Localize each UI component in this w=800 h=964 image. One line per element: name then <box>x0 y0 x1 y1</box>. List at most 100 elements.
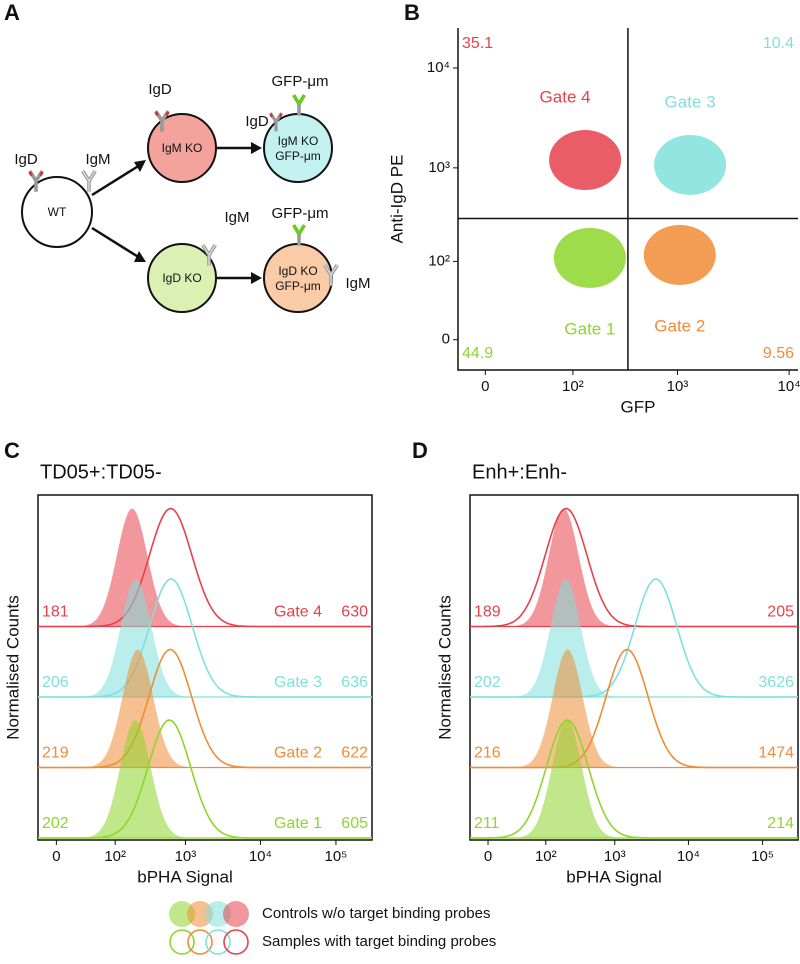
node-label: IgD KO <box>162 271 201 285</box>
x-tick-label: 10⁵ <box>751 848 774 865</box>
y-tick-label: 10⁴ <box>427 59 450 76</box>
antibody <box>291 223 307 246</box>
x-tick-label: 10³ <box>175 848 197 865</box>
control-histogram <box>38 579 372 697</box>
x-axis-label: GFP <box>621 397 656 416</box>
sample-median-label: 630 <box>341 604 368 621</box>
x-tick-label: 0 <box>484 848 492 865</box>
diagram: WT IgM KO IgM KO GFP-μm IgD KO IgD KO GF… <box>14 73 371 313</box>
gate-label: Gate 3 <box>665 92 716 111</box>
control-median-label: 219 <box>42 745 69 762</box>
legend-swatch <box>205 929 231 955</box>
chart-title: Enh+:Enh- <box>472 461 567 483</box>
antibody-label: IgM <box>85 151 110 168</box>
node-label: IgM KO <box>278 134 319 148</box>
antibody-label: IgM <box>224 209 249 226</box>
control-median-label: 206 <box>42 674 69 691</box>
node <box>147 113 217 183</box>
antibody <box>291 93 307 116</box>
panel-label: B <box>404 0 420 25</box>
control-histogram <box>470 720 798 838</box>
control-histogram <box>38 508 372 627</box>
x-axis-label: bPHA Signal <box>566 867 661 886</box>
sample-median-label: 636 <box>341 674 368 691</box>
antibody-label: GFP-μm <box>272 73 329 90</box>
y-axis-label: Normalised Counts <box>435 595 454 740</box>
node-label: GFP-μm <box>275 279 321 293</box>
antibody-label: IgD <box>14 151 38 168</box>
x-tick-label: 10⁴ <box>677 848 700 865</box>
gate-percent: 10.4 <box>763 35 794 52</box>
y-axis-label: Normalised Counts <box>3 595 22 740</box>
control-histogram <box>470 649 798 768</box>
gate-percent: 9.56 <box>763 345 794 362</box>
legend-swatch <box>205 901 231 927</box>
legend-label: Controls w/o target binding probes <box>262 905 490 922</box>
gate-label: Gate 2 <box>274 745 322 762</box>
sample-median-label: 1474 <box>758 745 794 762</box>
control-histogram <box>470 579 798 697</box>
panel-label: D <box>412 438 428 463</box>
antibody-label: IgM <box>345 275 370 292</box>
antibody-label: IgD <box>148 81 172 98</box>
control-median-label: 189 <box>474 604 501 621</box>
gate-percent: 35.1 <box>462 35 493 52</box>
legend-label: Samples with target binding probes <box>262 933 496 950</box>
population <box>654 134 727 195</box>
gate-label: Gate 4 <box>540 88 591 107</box>
sample-median-label: 214 <box>767 815 794 832</box>
x-tick-label: 10⁴ <box>249 848 272 865</box>
node-label: WT <box>48 205 67 219</box>
x-tick-label: 0 <box>481 378 489 395</box>
antibody <box>80 169 98 192</box>
sample-histogram <box>470 719 798 839</box>
y-axis-label: Anti-IgD PE <box>387 155 406 244</box>
x-tick-label: 10² <box>104 848 126 865</box>
x-axis-label: bPHA Signal <box>137 867 232 886</box>
panel-label: C <box>4 438 20 463</box>
sample-histogram <box>470 578 798 698</box>
node-label: IgD KO <box>278 264 317 278</box>
gate-percent: 44.9 <box>462 345 493 362</box>
sample-median-label: 3626 <box>758 674 794 691</box>
y-tick-label: 10² <box>428 252 450 269</box>
histogram-chart: 181 630 Gate 4 206 636 Gate 3 219 622 Gate 2 202 6… <box>3 461 373 886</box>
scatter-chart: Gate 4 35.1 Gate 3 10.4 Gate 2 9.56 Gate 1 44.9… <box>387 28 800 416</box>
population <box>643 224 716 285</box>
gate-label: Gate 4 <box>274 604 322 621</box>
control-median-label: 181 <box>42 604 69 621</box>
gate-label: Gate 3 <box>274 674 322 691</box>
legend-swatch <box>187 929 213 955</box>
control-histogram <box>38 720 372 838</box>
legend-swatch <box>169 929 195 955</box>
gate-label: Gate 1 <box>564 319 615 338</box>
control-median-label: 202 <box>474 674 501 691</box>
control-histogram <box>470 508 798 627</box>
legend-swatch <box>223 929 249 955</box>
antibody-label: GFP-μm <box>272 205 329 222</box>
gate-label: Gate 2 <box>654 316 705 335</box>
sample-median-label: 605 <box>341 815 368 832</box>
y-tick-label: 0 <box>442 331 450 348</box>
legend-swatch <box>223 901 249 927</box>
node-label: IgM KO <box>162 141 203 155</box>
control-histogram <box>38 649 372 768</box>
legend-swatch <box>169 901 195 927</box>
plot-frame <box>469 494 799 841</box>
y-tick-label: 10³ <box>428 159 450 176</box>
control-median-label: 211 <box>474 815 500 832</box>
plot-frame <box>37 494 373 841</box>
control-median-label: 202 <box>42 815 69 832</box>
node <box>21 176 93 248</box>
x-tick-label: 10² <box>535 848 557 865</box>
antibody-label: IgD <box>245 113 269 130</box>
population <box>553 227 626 288</box>
arrow <box>91 146 254 280</box>
x-tick-label: 10² <box>562 378 584 395</box>
panel-label: A <box>4 0 20 25</box>
legend-swatch <box>187 901 213 927</box>
x-tick-label: 0 <box>52 848 60 865</box>
sample-histogram <box>470 648 798 769</box>
